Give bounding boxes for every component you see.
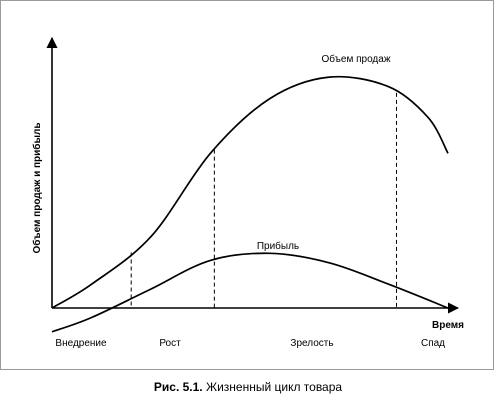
chart-labels: Объем продаж Прибыль Время Объем продаж и п… [31,53,464,349]
figure-caption: Рис. 5.1. Жизненный цикл товара [0,380,496,394]
stage-label-3: Зрелость [290,338,333,349]
figure-frame [0,0,494,370]
series-label-profit: Прибыль [257,240,299,252]
y-axis-label: Объем продаж и прибыль [31,122,43,253]
x-axis-label: Время [432,320,464,331]
axes [46,36,460,314]
stage-boundaries [130,92,398,308]
series-label-sales: Объем продаж [321,53,390,65]
stage-label-2: Рост [159,338,181,349]
product-life-cycle-chart: Объем продаж Прибыль Время Объем продаж и п… [31,36,464,349]
stage-label-4: Спад [421,338,445,349]
caption-label: Рис. 5.1. [153,380,203,394]
series-line-1 [51,75,449,309]
series-layer [51,75,449,333]
series-line-2 [51,252,449,333]
caption-text: Жизненный цикл товара [205,380,343,394]
stage-label-1: Внедрение [55,338,107,349]
